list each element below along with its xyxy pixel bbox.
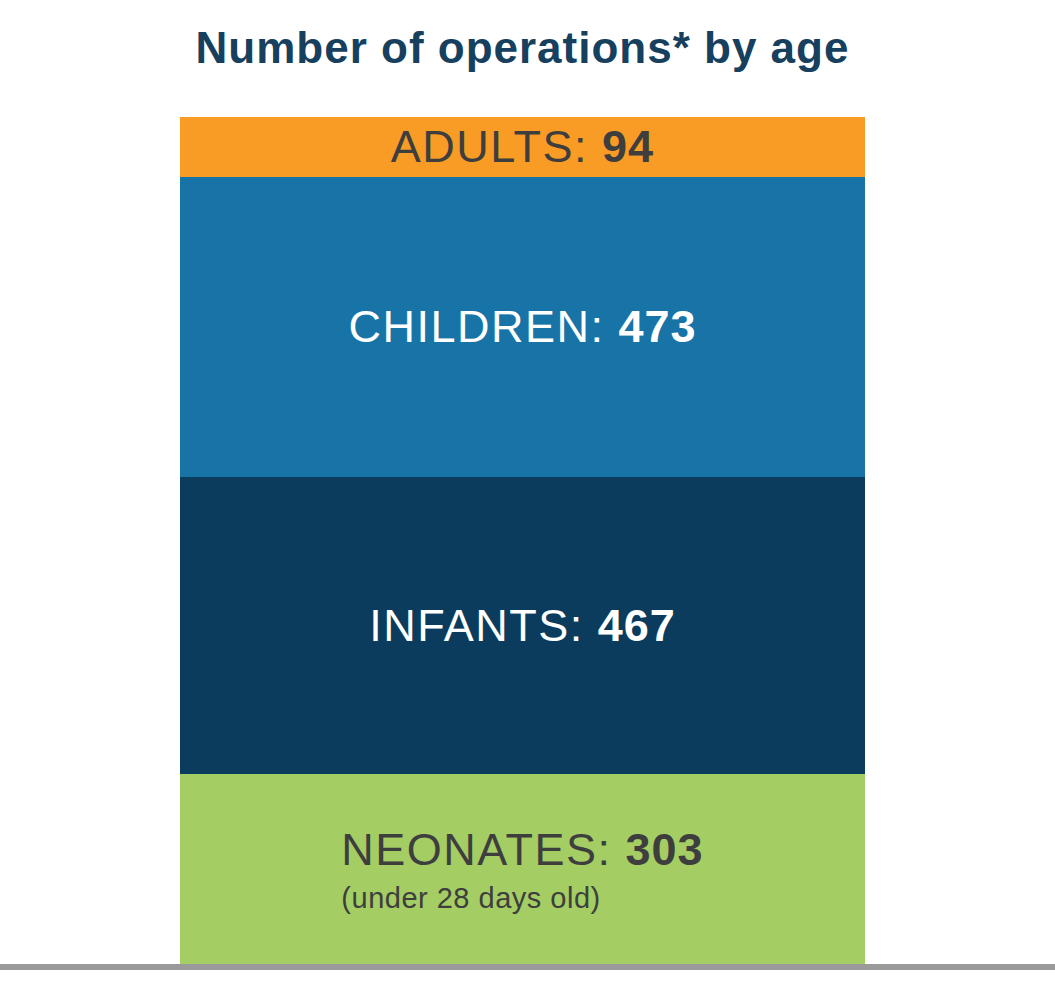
infographic-canvas: Number of operations* by age ADULTS: 94 C… [0, 0, 1055, 1002]
segment-text: CHILDREN: 473 [348, 302, 696, 352]
bar-segment-children: CHILDREN: 473 [180, 177, 865, 477]
segment-main-line: CHILDREN: 473 [348, 302, 696, 352]
bar-segment-infants: INFANTS: 467 [180, 477, 865, 774]
baseline-rule [0, 964, 1055, 970]
segment-label: ADULTS: [391, 121, 602, 172]
segment-text: ADULTS: 94 [391, 122, 654, 172]
segment-label: CHILDREN: [348, 301, 618, 352]
segment-main-line: INFANTS: 467 [369, 601, 676, 651]
segment-label: NEONATES: [341, 824, 625, 875]
segment-main-line: NEONATES: 303 [341, 825, 703, 875]
segment-text: NEONATES: 303 (under 28 days old) [341, 825, 703, 914]
chart-title: Number of operations* by age [0, 24, 1045, 72]
segment-value: 467 [598, 600, 676, 651]
bar-segment-neonates: NEONATES: 303 (under 28 days old) [180, 774, 865, 966]
segment-text: INFANTS: 467 [369, 601, 676, 651]
segment-value: 94 [602, 121, 654, 172]
segment-sublabel: (under 28 days old) [341, 883, 703, 915]
segment-main-line: ADULTS: 94 [391, 122, 654, 172]
segment-value: 473 [618, 301, 696, 352]
segment-value: 303 [626, 824, 704, 875]
bar-column: ADULTS: 94 CHILDREN: 473 INFANTS: 467 NEONA… [180, 117, 865, 966]
bar-segment-adults: ADULTS: 94 [180, 117, 865, 177]
segment-label: INFANTS: [369, 600, 598, 651]
